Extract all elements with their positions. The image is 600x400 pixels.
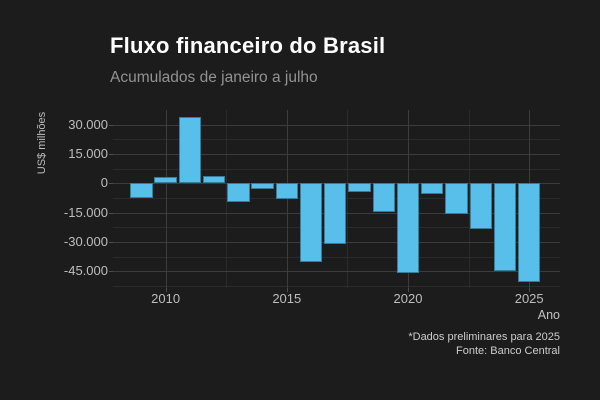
y-axis-tick (109, 154, 113, 155)
y-tick-label: -45.000 (63, 263, 108, 279)
bar-2015 (275, 183, 298, 200)
y-axis-tick (109, 183, 113, 185)
bar-2011 (178, 117, 202, 184)
chart-subtitle: Acumulados de janeiro a julho (110, 69, 318, 86)
bar-2019 (372, 183, 395, 213)
y-axis-tick (109, 271, 113, 273)
chart-title: Fluxo financeiro do Brasil (110, 33, 386, 58)
x-tick-label: 2020 (393, 291, 423, 306)
y-tick-label: 15.000 (68, 146, 108, 161)
gridline-minor-horizontal (113, 286, 560, 287)
bar-2016 (299, 183, 323, 263)
gridline-minor-horizontal (113, 139, 560, 141)
y-tick-label: -30.000 (63, 234, 108, 249)
bar-2020 (396, 183, 420, 274)
gridline-major-horizontal (113, 154, 560, 155)
bar-2009 (130, 183, 153, 198)
y-axis-tick (109, 242, 113, 243)
y-axis-tick (109, 124, 113, 126)
caption: *Dados preliminares para 2025 Fonte: Ban… (260, 331, 560, 358)
bar-2025 (518, 183, 541, 283)
bar-2013 (227, 183, 250, 202)
bar-2022 (445, 183, 468, 215)
y-axis-tick (109, 212, 113, 214)
y-tick-label: -15.000 (63, 204, 108, 220)
gridline-major-horizontal (113, 271, 560, 273)
caption-note: *Dados preliminares para 2025 (408, 331, 560, 343)
x-axis-tick (408, 288, 409, 292)
bar-2014 (251, 183, 274, 190)
gridline-minor-vertical (468, 110, 470, 288)
x-axis-tick (286, 288, 288, 292)
x-tick-label: 2015 (272, 291, 302, 306)
caption-source: Fonte: Banco Central (456, 344, 560, 357)
gridline-major-horizontal (113, 124, 560, 126)
y-tick-label: 30.000 (68, 116, 108, 132)
gridline-major-vertical (165, 110, 167, 288)
x-axis-title: Ano (537, 308, 560, 322)
bar-2021 (421, 183, 444, 195)
bar-2024 (493, 183, 517, 272)
x-tick-label: 2010 (151, 291, 181, 306)
bar-2023 (469, 183, 492, 229)
gridline-minor-horizontal (113, 168, 560, 170)
y-tick-label: 0 (100, 175, 108, 191)
bar-2010 (154, 176, 177, 184)
gridline-minor-vertical (347, 110, 349, 288)
x-axis-tick (165, 288, 167, 292)
bar-2018 (348, 183, 371, 192)
x-tick-label: 2025 (514, 291, 544, 306)
bar-2012 (202, 175, 226, 184)
bar-2017 (324, 183, 347, 244)
gridline-minor-vertical (226, 110, 228, 288)
x-axis-tick (529, 288, 531, 292)
gridline-minor-horizontal (113, 256, 560, 258)
